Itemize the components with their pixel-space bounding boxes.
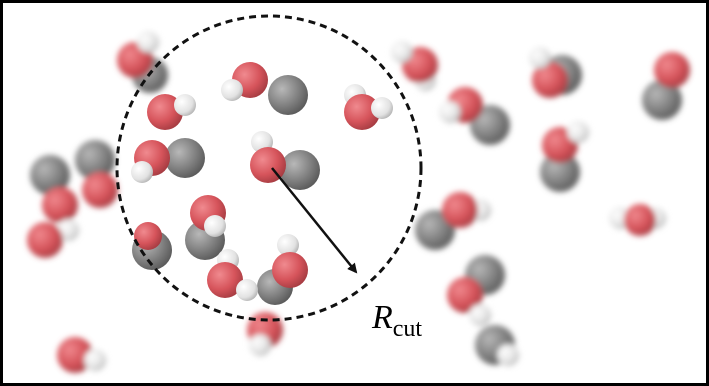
cutoff-label: Rcut <box>371 299 422 342</box>
radius-arrow <box>271 167 358 274</box>
molecules-outside <box>27 31 690 373</box>
cutoff-circle <box>115 14 423 322</box>
molecules-inside <box>131 62 393 305</box>
label-subscript: cut <box>393 316 423 342</box>
label-symbol: R <box>371 299 393 336</box>
